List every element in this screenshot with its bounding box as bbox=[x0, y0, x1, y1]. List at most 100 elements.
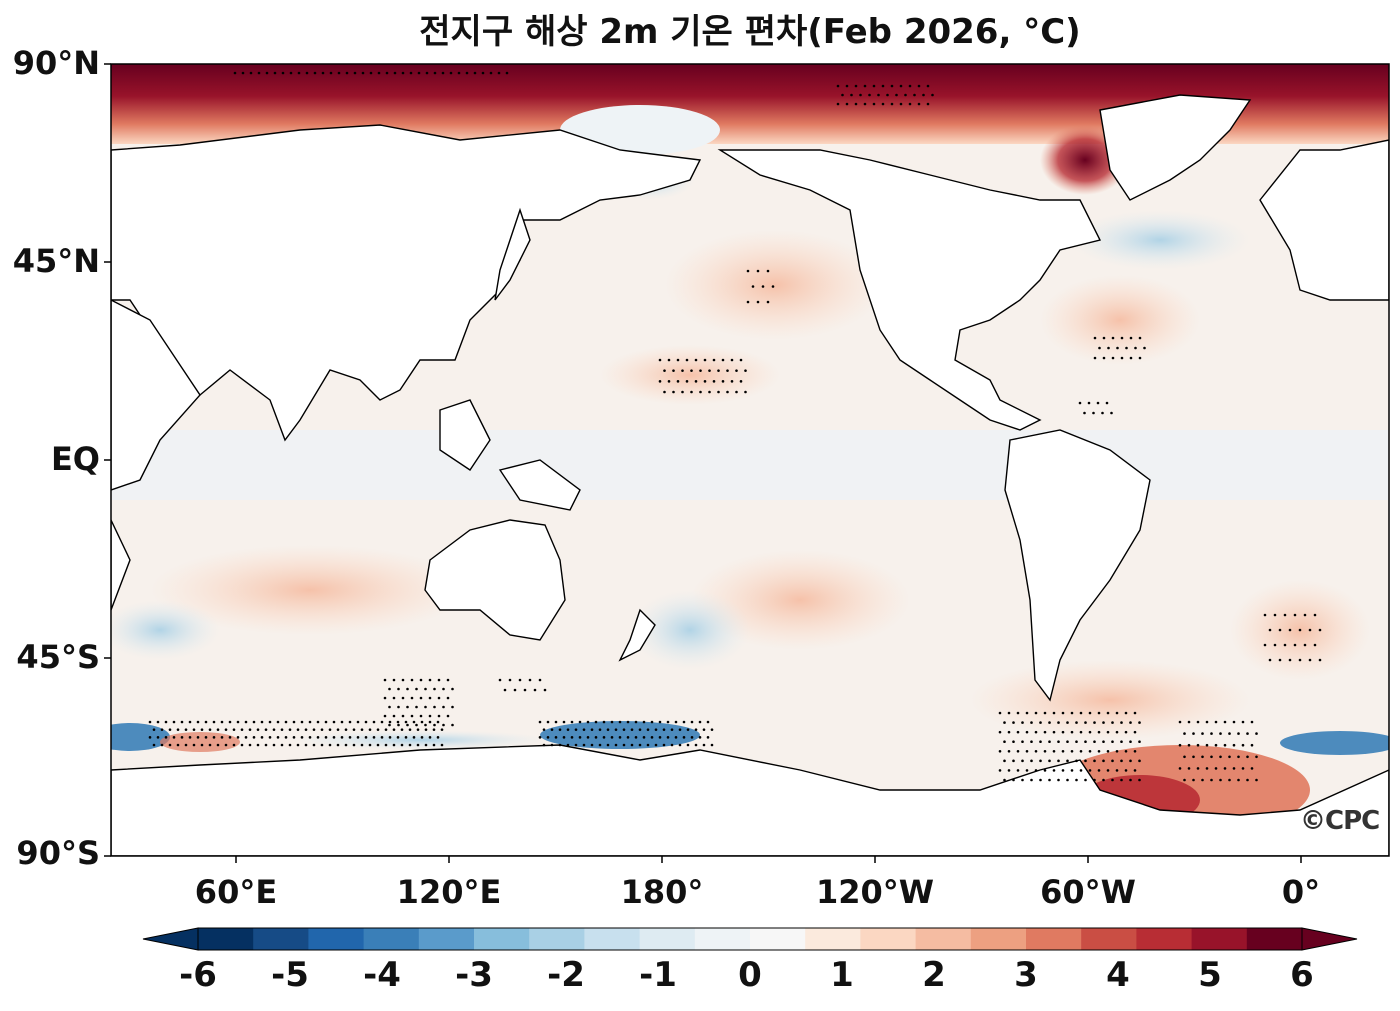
colorbar-swatch bbox=[253, 928, 309, 950]
stipple-dot bbox=[498, 678, 502, 682]
stipple-dot bbox=[1066, 721, 1069, 724]
stipple-dot bbox=[1075, 721, 1078, 724]
stipple-dot bbox=[756, 300, 760, 304]
colorbar-label: 2 bbox=[922, 955, 946, 995]
stipple-dot bbox=[690, 720, 694, 724]
stipple-dot bbox=[614, 728, 618, 731]
stipple-dot bbox=[236, 720, 240, 724]
stipple-dot bbox=[224, 743, 228, 747]
stipple-dot bbox=[622, 743, 626, 747]
stipple-dot bbox=[148, 736, 152, 739]
stipple-dot bbox=[1106, 769, 1110, 772]
stipple-dot bbox=[681, 369, 684, 372]
stipple-dot bbox=[1255, 755, 1258, 759]
stipple-dot bbox=[377, 71, 381, 75]
stipple-dot bbox=[428, 696, 432, 700]
stipple-dot bbox=[1237, 732, 1240, 735]
stipple-dot bbox=[666, 720, 670, 724]
stipple-dot bbox=[854, 102, 858, 106]
stipple-dot bbox=[1138, 356, 1142, 360]
stipple-dot bbox=[1111, 740, 1114, 744]
stipple-dot bbox=[1313, 613, 1317, 617]
stipple-dot bbox=[204, 736, 208, 739]
stipple-dot bbox=[272, 728, 276, 731]
stipple-dot bbox=[670, 728, 674, 731]
x-tick-label: 60°W bbox=[1040, 873, 1136, 911]
stipple-dot bbox=[706, 720, 710, 724]
stipple-dot bbox=[1039, 740, 1042, 744]
stipple-dot bbox=[721, 380, 725, 383]
stipple-dot bbox=[690, 390, 693, 394]
stipple-dot bbox=[1048, 721, 1051, 724]
stipple-dot bbox=[1070, 730, 1074, 734]
stipple-dot bbox=[586, 720, 590, 724]
stipple-dot bbox=[913, 93, 916, 97]
colorbar-swatch bbox=[308, 928, 365, 950]
stipple-dot bbox=[634, 720, 638, 724]
stipple-dot bbox=[917, 102, 921, 106]
stipple-dot bbox=[895, 93, 898, 97]
stipple-dot bbox=[200, 743, 204, 747]
stipple-dot bbox=[372, 736, 376, 739]
stipple-dot bbox=[1278, 658, 1282, 662]
stipple-dot bbox=[845, 102, 849, 106]
stipple-dot bbox=[437, 678, 441, 682]
stipple-dot bbox=[419, 714, 423, 718]
x-tick-label: 180° bbox=[620, 873, 704, 911]
stipple-dot bbox=[614, 743, 618, 747]
colorbar-swatch bbox=[198, 928, 254, 950]
stipple-dot bbox=[1093, 778, 1096, 782]
stipple-dot bbox=[523, 688, 527, 692]
stipple-dot bbox=[1003, 778, 1006, 782]
stipple-dot bbox=[658, 380, 662, 383]
stipple-dot bbox=[998, 711, 1002, 715]
significance-stippling bbox=[148, 71, 1322, 782]
stipple-dot bbox=[360, 728, 364, 731]
stipple-dot bbox=[268, 736, 272, 739]
stipple-dot bbox=[400, 728, 404, 731]
stipple-dot bbox=[152, 728, 156, 731]
stipple-dot bbox=[256, 728, 260, 731]
stipple-dot bbox=[276, 736, 280, 739]
stipple-dot bbox=[630, 743, 634, 747]
stipple-dot bbox=[1124, 711, 1128, 715]
stipple-dot bbox=[1102, 740, 1105, 744]
stipple-dot bbox=[666, 736, 670, 739]
stipple-dot bbox=[594, 720, 598, 724]
stipple-dot bbox=[634, 736, 638, 739]
stipple-dot bbox=[1303, 613, 1307, 617]
stipple-dot bbox=[1102, 336, 1106, 340]
stipple-dot bbox=[626, 736, 630, 739]
colorbar-swatch bbox=[418, 928, 475, 950]
stipple-dot bbox=[364, 736, 368, 739]
stipple-dot bbox=[859, 93, 862, 97]
stipple-dot bbox=[1263, 643, 1267, 647]
stipple-dot bbox=[1228, 732, 1231, 735]
stipple-dot bbox=[1111, 759, 1114, 763]
stipple-dot bbox=[1088, 730, 1092, 734]
stipple-dot bbox=[1034, 749, 1038, 753]
stipple-dot bbox=[1111, 356, 1115, 360]
stipple-dot bbox=[284, 720, 288, 724]
stipple-dot bbox=[586, 736, 590, 739]
stipple-dot bbox=[383, 678, 387, 682]
colorbar-swatch bbox=[694, 928, 751, 950]
stipple-dot bbox=[1133, 730, 1137, 734]
stipple-dot bbox=[685, 358, 689, 362]
stipple-dot bbox=[436, 736, 440, 739]
stipple-dot bbox=[1263, 613, 1267, 617]
stipple-dot bbox=[406, 687, 409, 691]
colorbar-swatch bbox=[915, 928, 972, 950]
stipple-dot bbox=[1255, 732, 1258, 735]
stipple-dot bbox=[1205, 743, 1209, 747]
stipple-dot bbox=[392, 696, 396, 700]
stipple-dot bbox=[1178, 767, 1182, 770]
stipple-dot bbox=[305, 71, 309, 75]
stipple-dot bbox=[473, 71, 477, 75]
stipple-dot bbox=[340, 736, 344, 739]
stipple-dot bbox=[1138, 721, 1141, 724]
stipple-dot bbox=[364, 720, 368, 724]
stipple-dot bbox=[252, 736, 256, 739]
stipple-dot bbox=[369, 71, 373, 75]
stipple-dot bbox=[1283, 643, 1287, 647]
